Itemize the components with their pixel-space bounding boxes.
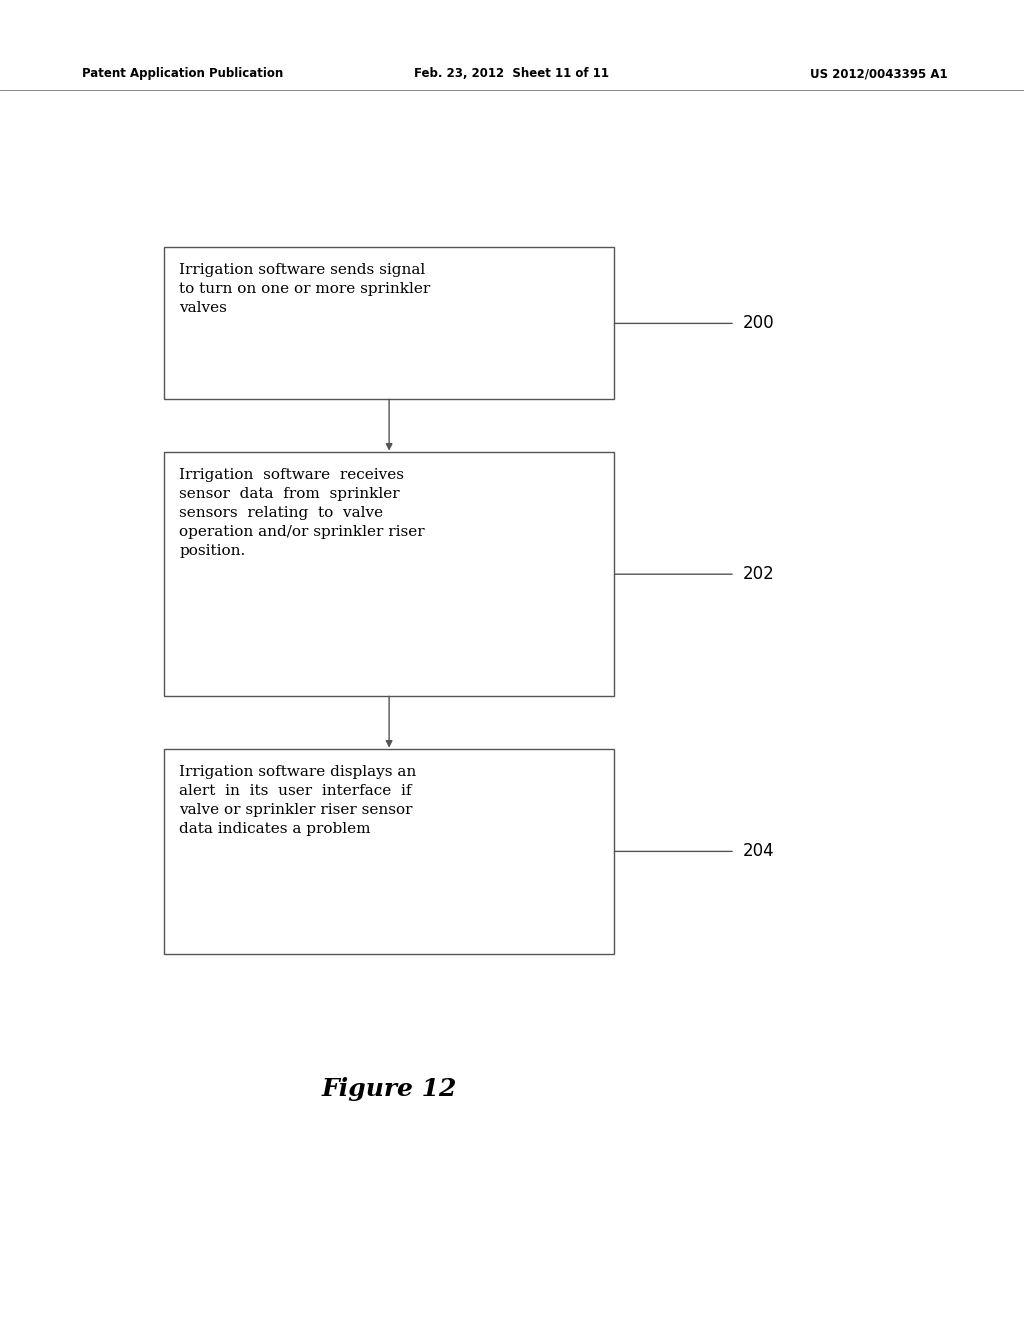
Text: Patent Application Publication: Patent Application Publication	[82, 67, 284, 81]
Text: Irrigation  software  receives
sensor  data  from  sprinkler
sensors  relating  : Irrigation software receives sensor data…	[179, 469, 425, 558]
Text: Irrigation software displays an
alert  in  its  user  interface  if
valve or spr: Irrigation software displays an alert in…	[179, 766, 417, 836]
Text: 204: 204	[742, 842, 774, 861]
Text: US 2012/0043395 A1: US 2012/0043395 A1	[810, 67, 947, 81]
Text: Irrigation software sends signal
to turn on one or more sprinkler
valves: Irrigation software sends signal to turn…	[179, 263, 430, 315]
Bar	[164, 750, 614, 953]
Bar	[164, 248, 614, 399]
Text: 200: 200	[742, 314, 774, 333]
Text: Feb. 23, 2012  Sheet 11 of 11: Feb. 23, 2012 Sheet 11 of 11	[415, 67, 609, 81]
Text: 202: 202	[742, 565, 774, 583]
Bar	[164, 451, 614, 697]
Text: Figure 12: Figure 12	[322, 1077, 457, 1101]
